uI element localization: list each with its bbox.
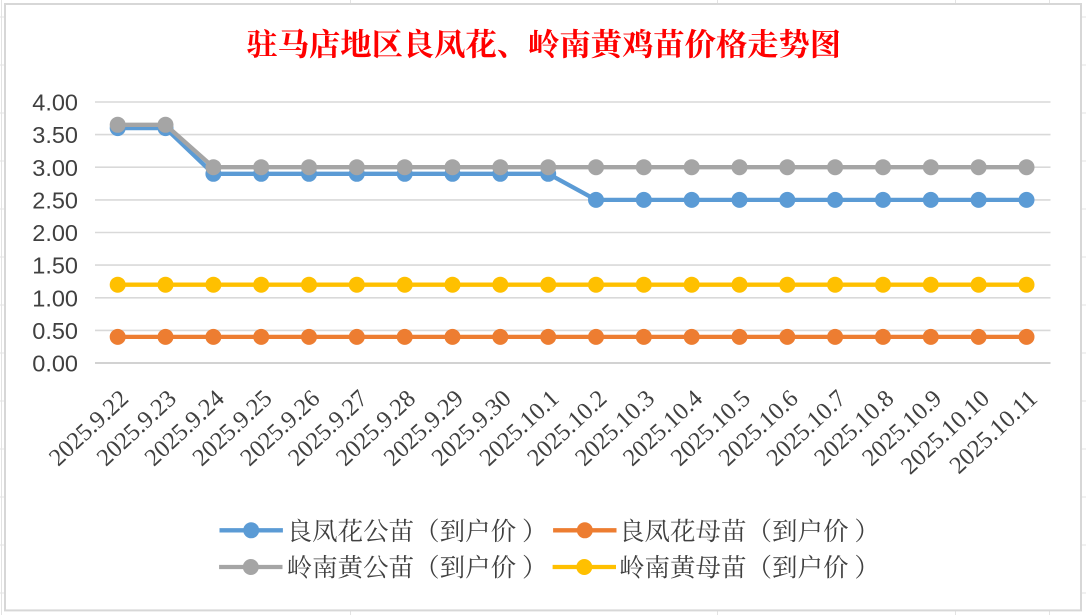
svg-text:3.00: 3.00 [32,155,78,181]
svg-text:2.50: 2.50 [32,188,78,214]
svg-text:2.00: 2.00 [32,220,78,246]
svg-text:4.00: 4.00 [32,90,78,116]
svg-text:0.00: 0.00 [32,351,78,377]
svg-text:3.50: 3.50 [32,122,78,148]
svg-text:1.50: 1.50 [32,253,78,279]
svg-text:0.50: 0.50 [32,318,78,344]
svg-text:1.00: 1.00 [32,285,78,311]
